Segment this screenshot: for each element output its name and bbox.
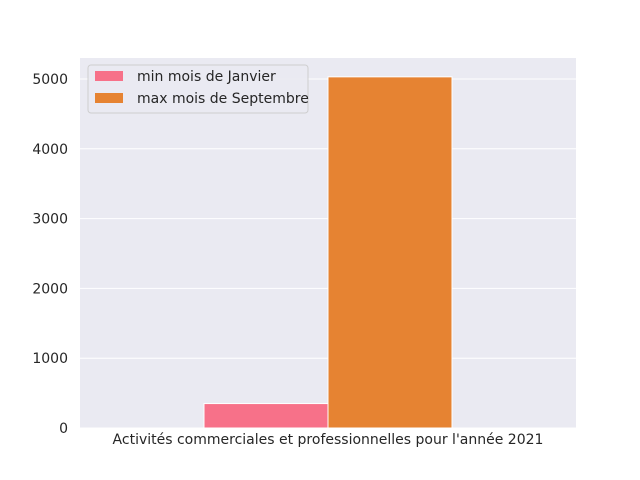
- legend-swatch-max: [95, 93, 123, 103]
- bar-min-janvier: [203, 403, 329, 429]
- legend: min mois de Janvier max mois de Septembr…: [87, 64, 309, 114]
- legend-label-max: max mois de Septembre: [137, 91, 309, 107]
- bars: [203, 76, 453, 429]
- legend-swatch-min: [95, 71, 123, 81]
- y-tick-label: 1000: [32, 351, 68, 367]
- y-tick-label: 3000: [32, 212, 68, 228]
- legend-box: [87, 64, 309, 114]
- legend-label-min: min mois de Janvier: [137, 69, 276, 85]
- y-tick-label: 2000: [32, 281, 68, 297]
- x-axis-label: Activités commerciales et professionnell…: [113, 432, 544, 448]
- y-tick-label: 4000: [32, 142, 68, 158]
- y-tick-label: 5000: [32, 72, 68, 88]
- y-tick-labels: 0 1000 2000 3000 4000 5000: [32, 72, 68, 437]
- bar-max-septembre: [327, 76, 453, 429]
- y-tick-label: 0: [59, 421, 68, 437]
